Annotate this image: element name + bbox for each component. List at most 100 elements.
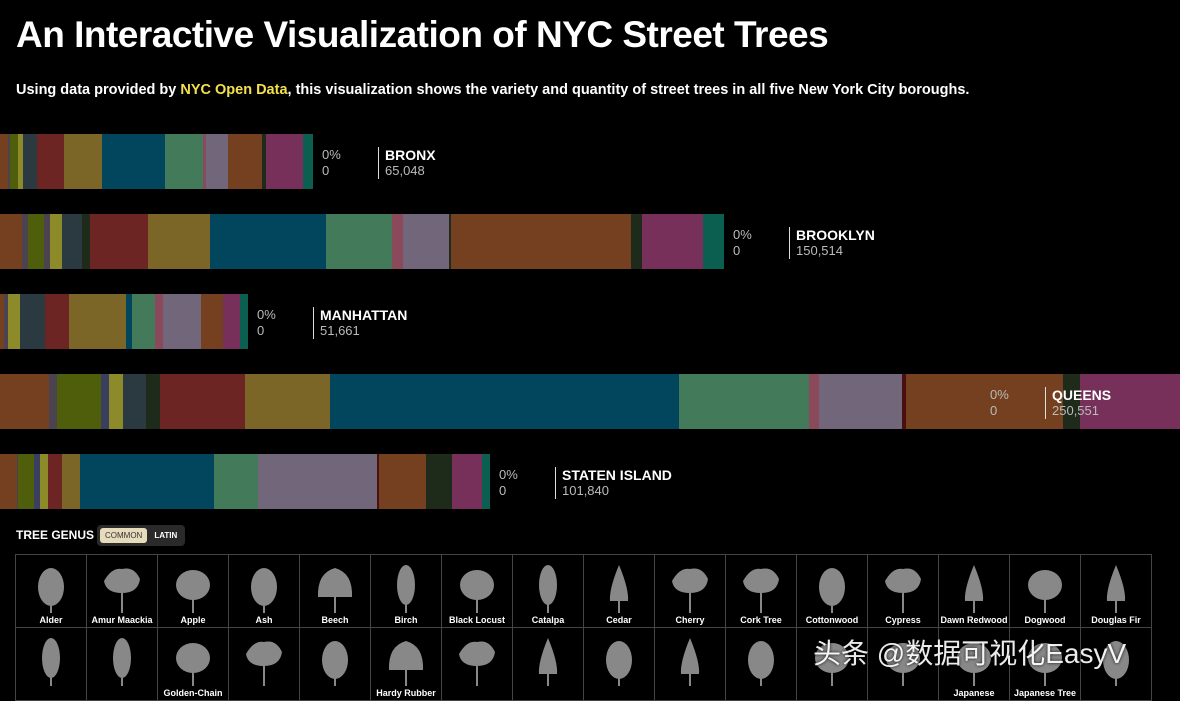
- genus-segment[interactable]: [222, 294, 240, 349]
- genus-segment[interactable]: [57, 374, 101, 429]
- tree-genus-tile[interactable]: [513, 628, 584, 701]
- genus-segment[interactable]: [642, 214, 703, 269]
- genus-segment[interactable]: [392, 214, 404, 269]
- genus-segment[interactable]: [0, 374, 50, 429]
- genus-segment[interactable]: [8, 134, 11, 189]
- genus-segment[interactable]: [0, 214, 22, 269]
- genus-segment[interactable]: [37, 134, 64, 189]
- genus-segment[interactable]: [101, 134, 165, 189]
- genus-segment[interactable]: [89, 214, 148, 269]
- tree-genus-tile[interactable]: Catalpa: [513, 555, 584, 628]
- genus-segment[interactable]: [245, 374, 331, 429]
- genus-segment[interactable]: [239, 294, 248, 349]
- genus-segment[interactable]: [21, 214, 28, 269]
- genus-segment[interactable]: [258, 454, 377, 509]
- genus-segment[interactable]: [905, 374, 1064, 429]
- tree-genus-tile[interactable]: [584, 628, 655, 701]
- tree-genus-tile[interactable]: Cottonwood: [797, 555, 868, 628]
- genus-segment[interactable]: [49, 374, 58, 429]
- genus-segment[interactable]: [451, 214, 632, 269]
- genus-segment[interactable]: [377, 454, 379, 509]
- borough-bar[interactable]: [0, 374, 1180, 429]
- genus-segment[interactable]: [23, 134, 38, 189]
- genus-segment[interactable]: [631, 214, 642, 269]
- genus-segment[interactable]: [48, 454, 62, 509]
- genus-segment[interactable]: [403, 214, 450, 269]
- borough-bar[interactable]: [0, 294, 248, 349]
- tree-genus-tile[interactable]: [655, 628, 726, 701]
- genus-segment[interactable]: [68, 294, 127, 349]
- tree-genus-tile[interactable]: [229, 628, 300, 701]
- genus-segment[interactable]: [160, 374, 246, 429]
- genus-segment[interactable]: [146, 374, 161, 429]
- tree-genus-tile[interactable]: Alder: [16, 555, 87, 628]
- genus-segment[interactable]: [20, 294, 45, 349]
- genus-segment[interactable]: [4, 294, 9, 349]
- tree-genus-tile[interactable]: [16, 628, 87, 701]
- genus-segment[interactable]: [147, 214, 210, 269]
- tree-genus-tile[interactable]: Cypress: [868, 555, 939, 628]
- tree-genus-tile[interactable]: [300, 628, 371, 701]
- genus-segment[interactable]: [131, 294, 155, 349]
- tree-genus-tile[interactable]: [726, 628, 797, 701]
- genus-segment[interactable]: [0, 454, 17, 509]
- genus-segment[interactable]: [8, 294, 21, 349]
- tree-genus-tile[interactable]: Hardy Rubber: [371, 628, 442, 701]
- genus-segment[interactable]: [162, 294, 202, 349]
- tree-genus-tile[interactable]: Cork Tree: [726, 555, 797, 628]
- tree-genus-tile[interactable]: Amur Maackia: [87, 555, 158, 628]
- genus-segment[interactable]: [164, 134, 203, 189]
- genus-segment[interactable]: [27, 214, 44, 269]
- genus-segment[interactable]: [818, 374, 903, 429]
- genus-segment[interactable]: [449, 214, 452, 269]
- genus-segment[interactable]: [43, 214, 50, 269]
- genus-segment[interactable]: [122, 374, 147, 429]
- genus-segment[interactable]: [61, 214, 82, 269]
- borough-bar[interactable]: [0, 134, 313, 189]
- toggle-latin[interactable]: LATIN: [154, 531, 178, 540]
- genus-segment[interactable]: [201, 294, 223, 349]
- genus-segment[interactable]: [452, 454, 482, 509]
- genus-segment[interactable]: [80, 454, 214, 509]
- genus-segment[interactable]: [379, 454, 426, 509]
- genus-segment[interactable]: [17, 454, 18, 509]
- tree-genus-tile[interactable]: Dawn Redwood: [939, 555, 1010, 628]
- tree-genus-tile[interactable]: Birch: [371, 555, 442, 628]
- tree-genus-tile[interactable]: Apple: [158, 555, 229, 628]
- tree-genus-tile[interactable]: Cherry: [655, 555, 726, 628]
- genus-segment[interactable]: [330, 374, 680, 429]
- genus-segment[interactable]: [49, 214, 62, 269]
- tree-genus-tile[interactable]: Cedar: [584, 555, 655, 628]
- genus-segment[interactable]: [482, 454, 490, 509]
- genus-segment[interactable]: [0, 294, 5, 349]
- genus-segment[interactable]: [679, 374, 810, 429]
- tree-genus-tile[interactable]: Ash: [229, 555, 300, 628]
- genus-segment[interactable]: [426, 454, 452, 509]
- genus-segment[interactable]: [81, 214, 90, 269]
- genus-segment[interactable]: [809, 374, 819, 429]
- genus-segment[interactable]: [1063, 374, 1081, 429]
- tree-genus-tile[interactable]: [87, 628, 158, 701]
- genus-segment[interactable]: [262, 134, 267, 189]
- genus-segment[interactable]: [1080, 374, 1180, 429]
- genus-segment[interactable]: [100, 374, 109, 429]
- genus-segment[interactable]: [902, 374, 906, 429]
- genus-segment[interactable]: [0, 134, 9, 189]
- genus-segment[interactable]: [205, 134, 229, 189]
- borough-bar[interactable]: [0, 454, 490, 509]
- genus-segment[interactable]: [44, 294, 69, 349]
- genus-segment[interactable]: [302, 134, 313, 189]
- tree-genus-tile[interactable]: Black Locust: [442, 555, 513, 628]
- genus-segment[interactable]: [202, 134, 206, 189]
- genus-segment[interactable]: [18, 454, 34, 509]
- borough-bar[interactable]: [0, 214, 724, 269]
- genus-segment[interactable]: [62, 454, 80, 509]
- tree-genus-tile[interactable]: Beech: [300, 555, 371, 628]
- genus-segment[interactable]: [326, 214, 393, 269]
- tree-genus-tile[interactable]: Douglas Fir: [1081, 555, 1152, 628]
- tree-genus-tile[interactable]: [442, 628, 513, 701]
- genus-segment[interactable]: [228, 134, 263, 189]
- genus-segment[interactable]: [63, 134, 102, 189]
- genus-segment[interactable]: [18, 134, 24, 189]
- genus-segment[interactable]: [40, 454, 48, 509]
